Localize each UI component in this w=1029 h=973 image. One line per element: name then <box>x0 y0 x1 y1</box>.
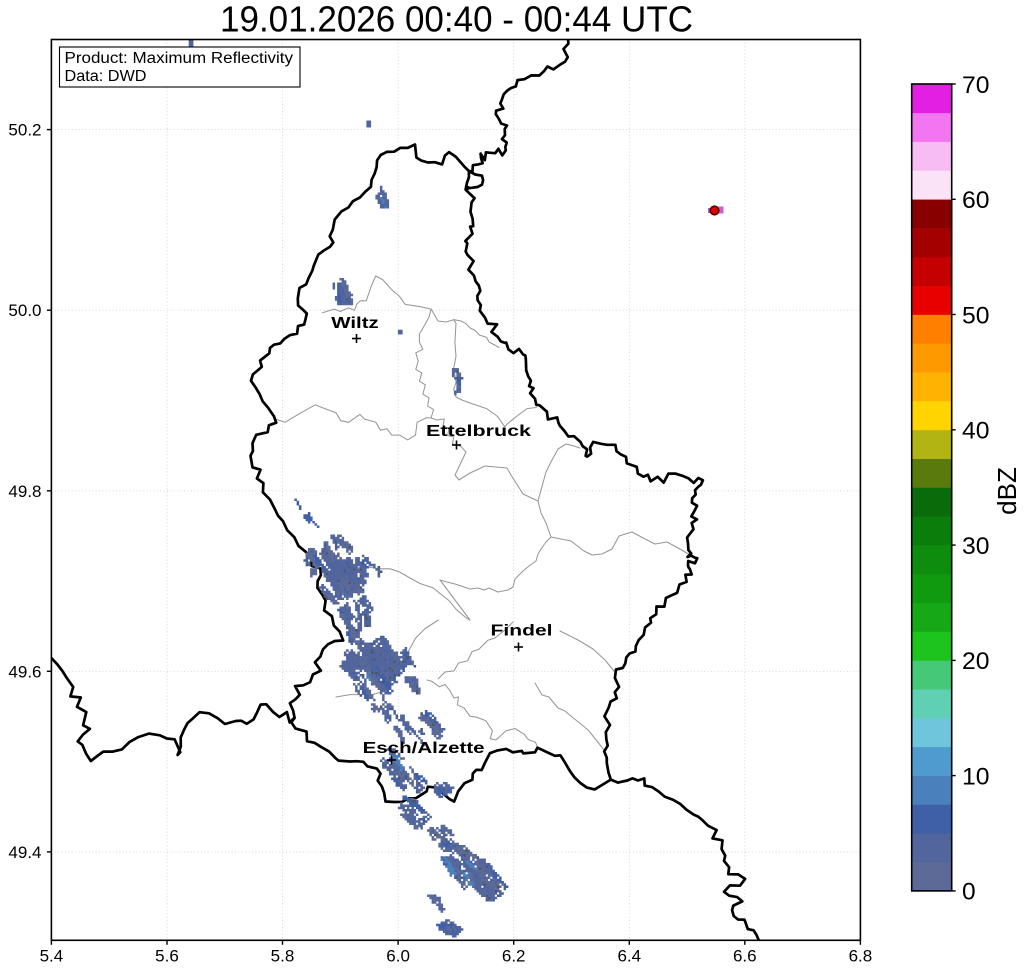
svg-text:20: 20 <box>962 648 990 675</box>
svg-text:6.4: 6.4 <box>617 947 641 966</box>
svg-text:49.8: 49.8 <box>8 482 41 501</box>
svg-text:70: 70 <box>962 72 990 99</box>
svg-text:6.6: 6.6 <box>733 947 757 966</box>
svg-text:Ettelbruck: Ettelbruck <box>426 423 531 440</box>
svg-text:6.0: 6.0 <box>386 947 410 966</box>
svg-text:0: 0 <box>962 879 976 906</box>
svg-text:40: 40 <box>962 418 990 445</box>
svg-text:50: 50 <box>962 302 990 329</box>
svg-text:5.6: 5.6 <box>155 947 179 966</box>
svg-text:30: 30 <box>962 533 990 560</box>
svg-text:Data: DWD: Data: DWD <box>65 68 147 85</box>
svg-text:6.2: 6.2 <box>502 947 526 966</box>
svg-text:5.8: 5.8 <box>271 947 295 966</box>
svg-text:Findel: Findel <box>491 623 553 640</box>
svg-text:6.8: 6.8 <box>849 947 873 966</box>
svg-text:60: 60 <box>962 187 990 214</box>
svg-text:49.4: 49.4 <box>8 843 41 862</box>
svg-text:19.01.2026 00:40 - 00:44 UTC: 19.01.2026 00:40 - 00:44 UTC <box>220 0 693 40</box>
svg-text:Product: Maximum Reflectivity: Product: Maximum Reflectivity <box>65 50 294 67</box>
svg-text:50.0: 50.0 <box>8 301 41 320</box>
svg-text:49.6: 49.6 <box>8 662 41 681</box>
svg-text:5.4: 5.4 <box>40 947 64 966</box>
svg-text:10: 10 <box>962 763 990 790</box>
svg-text:Esch/Alzette: Esch/Alzette <box>363 740 485 757</box>
svg-text:50.2: 50.2 <box>8 121 41 140</box>
svg-text:Wiltz: Wiltz <box>331 315 379 332</box>
svg-text:dBZ: dBZ <box>992 467 1022 515</box>
